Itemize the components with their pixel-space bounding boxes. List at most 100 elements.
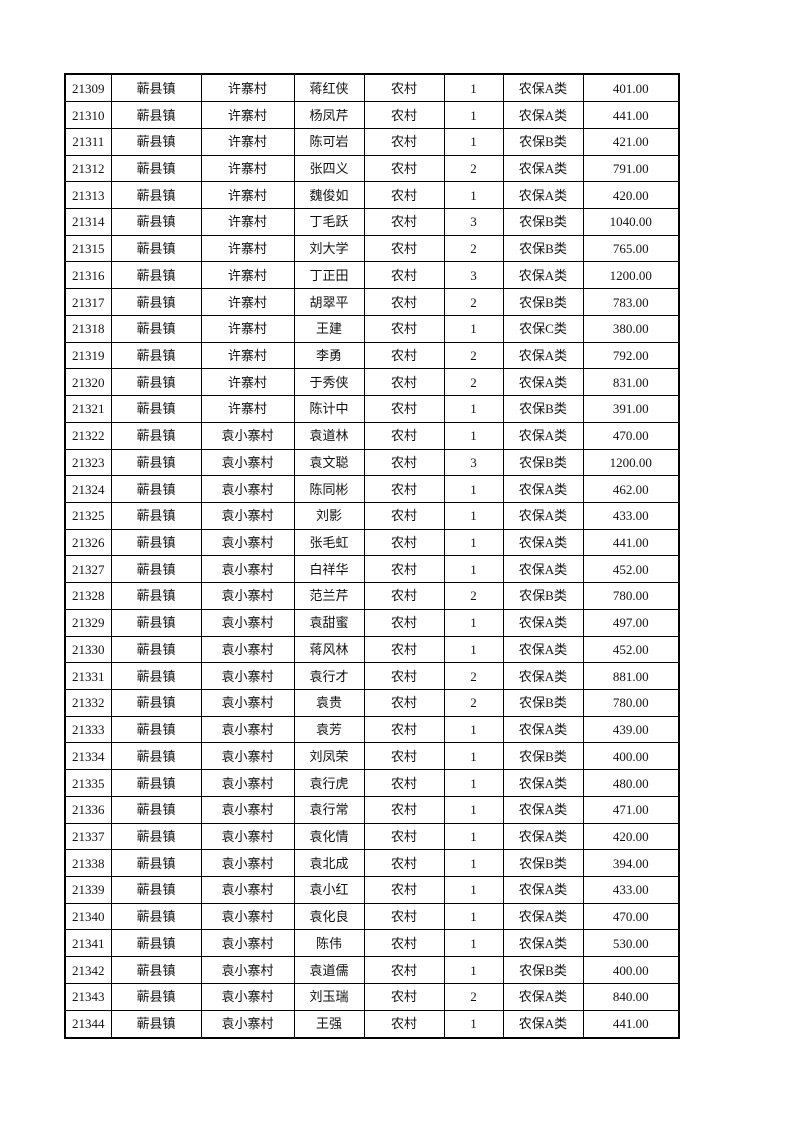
table-row: 21314 蕲县镇 许寨村 丁毛跃 农村 3 农保B类 1040.00 — [64, 208, 680, 236]
cell-insurance_category: 农保A类 — [502, 822, 584, 851]
cell-residence_type: 农村 — [363, 181, 445, 210]
table-row: 21315 蕲县镇 许寨村 刘大学 农村 2 农保B类 765.00 — [64, 234, 680, 263]
cell-person_count: 2 — [443, 582, 504, 610]
cell-insurance_category: 农保A类 — [502, 475, 584, 503]
cell-village: 袁小寨村 — [200, 715, 295, 744]
table-row: 21335 蕲县镇 袁小寨村 袁行虎 农村 1 农保A类 480.00 — [64, 769, 680, 797]
table-row: 21338 蕲县镇 袁小寨村 袁北成 农村 1 农保B类 394.00 — [64, 849, 680, 878]
cell-residence_type: 农村 — [363, 715, 445, 744]
cell-id: 21341 — [64, 929, 112, 958]
cell-person_count: 1 — [443, 421, 504, 450]
cell-village: 袁小寨村 — [200, 929, 295, 958]
cell-person_count: 1 — [443, 181, 504, 210]
cell-insurance_category: 农保A类 — [502, 635, 584, 664]
cell-person_count: 1 — [443, 849, 504, 878]
cell-town: 蕲县镇 — [110, 876, 202, 904]
cell-person_count: 3 — [443, 261, 504, 290]
cell-village: 袁小寨村 — [200, 769, 295, 797]
cell-insurance_category: 农保B类 — [502, 582, 584, 610]
cell-name: 陈伟 — [293, 929, 365, 958]
cell-person_count: 2 — [443, 368, 504, 397]
cell-insurance_category: 农保A类 — [502, 608, 584, 637]
cell-residence_type: 农村 — [363, 582, 445, 610]
cell-name: 张四义 — [293, 154, 365, 183]
table-row: 21316 蕲县镇 许寨村 丁正田 农村 3 农保A类 1200.00 — [64, 261, 680, 290]
cell-amount: 433.00 — [582, 876, 680, 904]
cell-amount: 530.00 — [582, 929, 680, 958]
cell-person_count: 3 — [443, 208, 504, 236]
cell-residence_type: 农村 — [363, 635, 445, 664]
cell-amount: 441.00 — [582, 101, 680, 129]
cell-village: 许寨村 — [200, 395, 295, 423]
cell-name: 刘大学 — [293, 234, 365, 263]
cell-person_count: 2 — [443, 341, 504, 370]
cell-town: 蕲县镇 — [110, 154, 202, 183]
table-row: 21313 蕲县镇 许寨村 魏俊如 农村 1 农保A类 420.00 — [64, 181, 680, 210]
cell-insurance_category: 农保B类 — [502, 956, 584, 984]
table-row: 21319 蕲县镇 许寨村 李勇 农村 2 农保A类 792.00 — [64, 341, 680, 370]
cell-amount: 780.00 — [582, 688, 680, 717]
cell-id: 21340 — [64, 902, 112, 931]
cell-town: 蕲县镇 — [110, 822, 202, 851]
cell-person_count: 1 — [443, 929, 504, 958]
cell-insurance_category: 农保B类 — [502, 849, 584, 878]
cell-id: 21312 — [64, 154, 112, 183]
cell-amount: 401.00 — [582, 73, 680, 103]
cell-town: 蕲县镇 — [110, 982, 202, 1011]
cell-insurance_category: 农保B类 — [502, 288, 584, 316]
table-row: 21336 蕲县镇 袁小寨村 袁行常 农村 1 农保A类 471.00 — [64, 795, 680, 824]
cell-id: 21321 — [64, 395, 112, 423]
cell-residence_type: 农村 — [363, 127, 445, 156]
cell-id: 21322 — [64, 421, 112, 450]
cell-amount: 433.00 — [582, 501, 680, 530]
cell-town: 蕲县镇 — [110, 73, 202, 103]
cell-name: 蒋风林 — [293, 635, 365, 664]
cell-insurance_category: 农保A类 — [502, 555, 584, 584]
cell-id: 21333 — [64, 715, 112, 744]
cell-amount: 480.00 — [582, 769, 680, 797]
cell-insurance_category: 农保A类 — [502, 421, 584, 450]
cell-insurance_category: 农保A类 — [502, 902, 584, 931]
cell-name: 刘玉瑞 — [293, 982, 365, 1011]
cell-amount: 420.00 — [582, 822, 680, 851]
table-row: 21311 蕲县镇 许寨村 陈可岩 农村 1 农保B类 421.00 — [64, 127, 680, 156]
cell-residence_type: 农村 — [363, 822, 445, 851]
cell-residence_type: 农村 — [363, 956, 445, 984]
cell-person_count: 1 — [443, 715, 504, 744]
cell-amount: 831.00 — [582, 368, 680, 397]
cell-amount: 840.00 — [582, 982, 680, 1011]
cell-insurance_category: 农保A类 — [502, 368, 584, 397]
cell-name: 袁道儒 — [293, 956, 365, 984]
cell-person_count: 2 — [443, 662, 504, 690]
cell-town: 蕲县镇 — [110, 662, 202, 690]
cell-name: 李勇 — [293, 341, 365, 370]
cell-amount: 470.00 — [582, 902, 680, 931]
cell-village: 袁小寨村 — [200, 501, 295, 530]
cell-person_count: 1 — [443, 742, 504, 771]
cell-town: 蕲县镇 — [110, 635, 202, 664]
cell-amount: 1200.00 — [582, 448, 680, 477]
cell-village: 袁小寨村 — [200, 1009, 295, 1039]
cell-town: 蕲县镇 — [110, 769, 202, 797]
table-row: 21344 蕲县镇 袁小寨村 王强 农村 1 农保A类 441.00 — [64, 1009, 680, 1039]
table-row: 21329 蕲县镇 袁小寨村 袁甜蜜 农村 1 农保A类 497.00 — [64, 608, 680, 637]
cell-town: 蕲县镇 — [110, 849, 202, 878]
table-row: 21310 蕲县镇 许寨村 杨凤芹 农村 1 农保A类 441.00 — [64, 101, 680, 129]
cell-town: 蕲县镇 — [110, 555, 202, 584]
cell-residence_type: 农村 — [363, 208, 445, 236]
cell-insurance_category: 农保A类 — [502, 181, 584, 210]
table-row: 21328 蕲县镇 袁小寨村 范兰芹 农村 2 农保B类 780.00 — [64, 582, 680, 610]
cell-id: 21330 — [64, 635, 112, 664]
cell-residence_type: 农村 — [363, 501, 445, 530]
cell-insurance_category: 农保A类 — [502, 341, 584, 370]
cell-amount: 470.00 — [582, 421, 680, 450]
cell-amount: 400.00 — [582, 742, 680, 771]
cell-id: 21318 — [64, 314, 112, 343]
cell-residence_type: 农村 — [363, 101, 445, 129]
cell-id: 21342 — [64, 956, 112, 984]
cell-town: 蕲县镇 — [110, 902, 202, 931]
cell-name: 陈同彬 — [293, 475, 365, 503]
cell-insurance_category: 农保A类 — [502, 101, 584, 129]
cell-insurance_category: 农保A类 — [502, 528, 584, 557]
cell-amount: 400.00 — [582, 956, 680, 984]
